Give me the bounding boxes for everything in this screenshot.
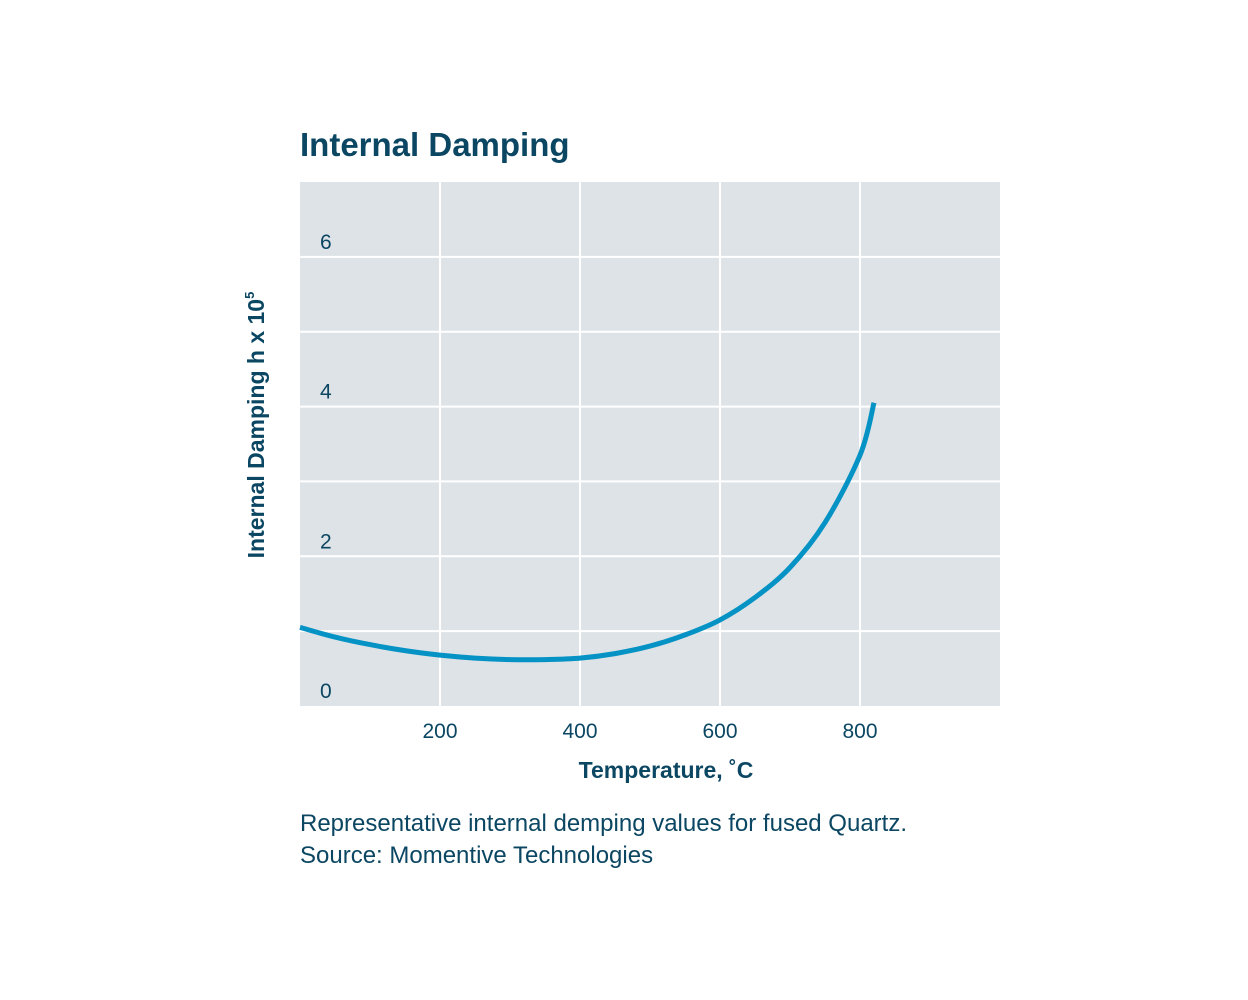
y-axis-label-exponent: 5: [242, 292, 257, 299]
y-tick-label: 4: [320, 381, 332, 404]
y-axis-label: Internal Damping h x 105: [242, 292, 269, 559]
y-tick-label: 0: [320, 680, 332, 703]
caption-source: Source: Momentive Technologies: [300, 842, 654, 869]
y-axis-ticks: 0 2 4 6: [320, 231, 332, 703]
y-tick-label: 6: [320, 231, 332, 254]
x-tick-label: 600: [702, 720, 737, 743]
y-axis-label-text: Internal Damping h x 10: [243, 299, 269, 558]
x-tick-label: 400: [562, 720, 597, 743]
chart-title: Internal Damping: [300, 126, 570, 163]
x-axis-ticks: 200 400 600 800: [422, 720, 877, 743]
x-axis-label: Temperature, ˚C: [579, 757, 754, 783]
grid-lines: [300, 182, 1000, 706]
caption-description: Representative internal demping values f…: [300, 810, 907, 837]
plot-background: [300, 182, 1000, 706]
y-tick-label: 2: [320, 530, 332, 553]
damping-curve: [299, 402, 877, 663]
x-tick-label: 200: [422, 720, 457, 743]
x-tick-label: 800: [842, 720, 877, 743]
